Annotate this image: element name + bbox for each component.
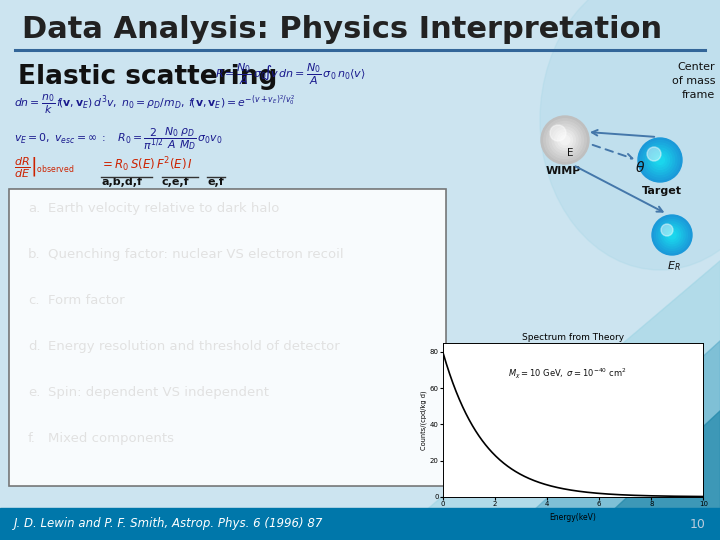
Text: a.: a. bbox=[28, 202, 40, 215]
Circle shape bbox=[654, 217, 690, 253]
Text: E: E bbox=[567, 148, 574, 158]
Text: Target: Target bbox=[642, 186, 682, 196]
Circle shape bbox=[546, 122, 583, 159]
Text: a,b,d,f: a,b,d,f bbox=[101, 177, 142, 187]
Text: Earth velocity relative to dark halo: Earth velocity relative to dark halo bbox=[48, 202, 279, 215]
Circle shape bbox=[661, 224, 673, 236]
Text: Form factor: Form factor bbox=[48, 294, 125, 307]
Circle shape bbox=[647, 147, 661, 161]
Circle shape bbox=[541, 116, 589, 164]
Text: e.: e. bbox=[28, 386, 40, 399]
Circle shape bbox=[666, 229, 678, 241]
Text: 10: 10 bbox=[690, 517, 706, 530]
Circle shape bbox=[641, 140, 680, 179]
Text: Quenching factor: nuclear VS electron recoil: Quenching factor: nuclear VS electron re… bbox=[48, 248, 343, 261]
Text: Data Analysis: Physics Interpretation: Data Analysis: Physics Interpretation bbox=[22, 15, 662, 44]
Text: $R = \dfrac{N_0}{A}\,\sigma_0\!\int\!v\,dn = \dfrac{N_0}{A}\,\sigma_0\,n_0\langl: $R = \dfrac{N_0}{A}\,\sigma_0\!\int\!v\,… bbox=[215, 62, 366, 87]
Circle shape bbox=[638, 138, 682, 182]
Text: c.: c. bbox=[28, 294, 40, 307]
Circle shape bbox=[653, 153, 667, 167]
Y-axis label: Counts/(cpd/kg d): Counts/(cpd/kg d) bbox=[420, 390, 427, 450]
Text: c,e,f: c,e,f bbox=[161, 177, 189, 187]
Text: e,f: e,f bbox=[207, 177, 224, 187]
Text: Center
of mass
frame: Center of mass frame bbox=[672, 62, 715, 100]
Text: Energy resolution and threshold of detector: Energy resolution and threshold of detec… bbox=[48, 340, 340, 353]
Ellipse shape bbox=[540, 0, 720, 270]
Circle shape bbox=[651, 151, 670, 170]
Circle shape bbox=[663, 226, 680, 244]
Circle shape bbox=[659, 222, 685, 248]
Title: Spectrum from Theory: Spectrum from Theory bbox=[522, 333, 624, 342]
Text: $v_E=0,\;v_{esc}=\infty\;:\quad R_0=\dfrac{2}{\pi^{1/2}}\dfrac{N_0}{A}\dfrac{\rh: $v_E=0,\;v_{esc}=\infty\;:\quad R_0=\dfr… bbox=[14, 125, 222, 152]
Text: Mixed components: Mixed components bbox=[48, 432, 174, 445]
Circle shape bbox=[652, 215, 692, 255]
Circle shape bbox=[661, 224, 683, 246]
X-axis label: Energy(keV): Energy(keV) bbox=[549, 512, 597, 522]
Circle shape bbox=[657, 220, 688, 251]
Text: J. D. Lewin and P. F. Smith, Astrop. Phys. 6 (1996) 87: J. D. Lewin and P. F. Smith, Astrop. Phy… bbox=[14, 517, 323, 530]
Circle shape bbox=[552, 127, 578, 153]
Circle shape bbox=[668, 231, 676, 239]
Text: WIMP: WIMP bbox=[545, 166, 581, 176]
Text: $E_R$: $E_R$ bbox=[667, 259, 681, 273]
Text: $dn = \dfrac{n_0}{k}\,f\!(\mathbf{v},\mathbf{v}_E)\,d^3v,\;n_0=\rho_D/m_D,\;f\!(: $dn = \dfrac{n_0}{k}\,f\!(\mathbf{v},\ma… bbox=[14, 93, 295, 116]
Text: θ: θ bbox=[636, 161, 644, 175]
Circle shape bbox=[549, 124, 581, 156]
Circle shape bbox=[550, 125, 566, 141]
Text: Elastic scattering: Elastic scattering bbox=[18, 64, 277, 90]
Polygon shape bbox=[580, 410, 720, 540]
Polygon shape bbox=[500, 340, 720, 540]
Circle shape bbox=[648, 148, 672, 172]
Text: $\left.\dfrac{dR}{dE}\right|_{\rm observed}$: $\left.\dfrac{dR}{dE}\right|_{\rm observ… bbox=[14, 155, 74, 179]
Text: f.: f. bbox=[28, 432, 36, 445]
FancyBboxPatch shape bbox=[9, 189, 446, 486]
Text: d.: d. bbox=[28, 340, 40, 353]
Text: $= R_0\,S(E)\,F^2(E)\,I$: $= R_0\,S(E)\,F^2(E)\,I$ bbox=[100, 155, 193, 174]
Circle shape bbox=[656, 156, 665, 164]
Polygon shape bbox=[390, 260, 720, 540]
Circle shape bbox=[646, 146, 675, 174]
Circle shape bbox=[544, 119, 586, 161]
Circle shape bbox=[560, 135, 570, 145]
Bar bbox=[0, 508, 720, 540]
Circle shape bbox=[557, 132, 572, 147]
Circle shape bbox=[643, 143, 677, 177]
Circle shape bbox=[554, 130, 575, 150]
Text: Spin: dependent VS independent: Spin: dependent VS independent bbox=[48, 386, 269, 399]
Text: b.: b. bbox=[28, 248, 40, 261]
Text: $M_\chi = 10\ \mathrm{GeV},\ \sigma = 10^{-40}\ \mathrm{cm}^2$: $M_\chi = 10\ \mathrm{GeV},\ \sigma = 10… bbox=[508, 367, 626, 381]
